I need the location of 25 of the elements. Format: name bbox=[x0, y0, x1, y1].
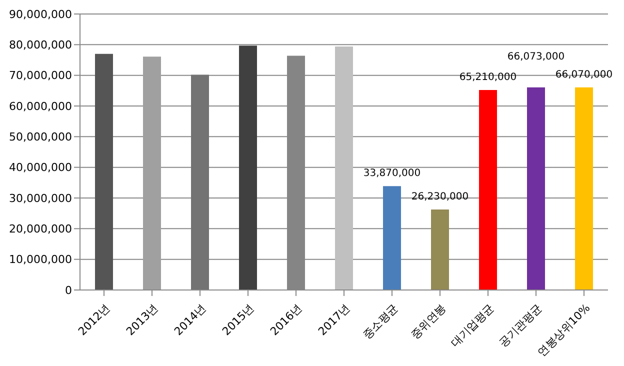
bar bbox=[527, 87, 545, 290]
y-tick-label: 0 bbox=[65, 284, 72, 297]
bar bbox=[239, 46, 257, 290]
bar bbox=[95, 54, 113, 290]
bar bbox=[383, 186, 401, 290]
bar bbox=[479, 90, 497, 290]
y-tick-label: 10,000,000 bbox=[9, 253, 72, 266]
y-tick-label: 90,000,000 bbox=[9, 8, 72, 21]
data-label: 65,210,000 bbox=[459, 72, 517, 84]
y-tick-label: 70,000,000 bbox=[9, 69, 72, 82]
data-label: 66,073,000 bbox=[507, 51, 565, 62]
bar bbox=[335, 46, 353, 290]
bar bbox=[431, 210, 449, 290]
data-label: 26,230,000 bbox=[411, 192, 469, 203]
y-tick-label: 60,000,000 bbox=[9, 100, 72, 113]
y-tick-label: 30,000,000 bbox=[9, 192, 72, 205]
y-tick-label: 40,000,000 bbox=[9, 161, 72, 174]
data-label: 66,070,000 bbox=[555, 69, 613, 80]
bar bbox=[191, 74, 209, 290]
y-tick-label: 80,000,000 bbox=[9, 38, 72, 52]
data-label: 33,870,000 bbox=[363, 168, 421, 180]
bar bbox=[575, 87, 593, 290]
y-tick-label: 50,000,000 bbox=[9, 130, 72, 144]
bar bbox=[143, 56, 161, 290]
y-tick-label: 20,000,000 bbox=[9, 222, 72, 236]
